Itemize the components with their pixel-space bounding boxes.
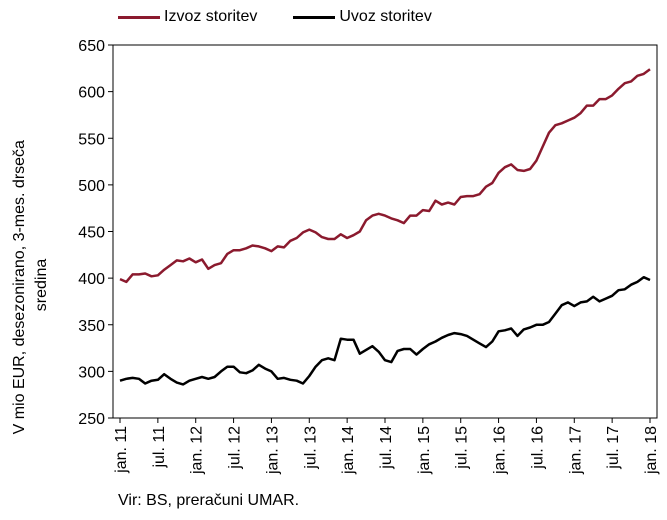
y-tick-label: 300 <box>78 364 105 381</box>
legend-label-izvoz: Izvoz storitev <box>164 8 258 25</box>
x-tick-label: jan. 15 <box>416 426 433 475</box>
series-line-uvoz <box>119 275 651 386</box>
x-tick-label: jan. 13 <box>264 426 281 475</box>
x-tick-label: jul. 14 <box>378 426 395 470</box>
x-tick-label: jul. 13 <box>302 426 319 470</box>
series-line-izvoz <box>119 68 651 284</box>
plot-frame <box>112 44 658 419</box>
x-tick-label: jan. 14 <box>340 426 357 475</box>
x-tick-label: jan. 12 <box>189 426 206 475</box>
x-tick-label: jul. 12 <box>227 426 244 470</box>
y-tick-label: 550 <box>78 131 105 148</box>
legend: Izvoz storitev Uvoz storitev <box>118 8 432 26</box>
y-tick-label: 600 <box>78 85 105 102</box>
x-tick-label: jul. 16 <box>529 426 546 470</box>
x-tick-label: jul. 15 <box>454 426 471 470</box>
x-tick-label: jul. 17 <box>605 426 622 470</box>
x-tick-label: jul. 11 <box>151 426 168 469</box>
y-axis-title: V mio EUR, desezonirano, 3-mes. drseča s… <box>11 136 50 435</box>
legend-item-uvoz: Uvoz storitev <box>293 8 432 26</box>
y-tick-label: 350 <box>78 318 105 335</box>
series-lines <box>119 68 651 386</box>
y-axis-title-line-1: V mio EUR, desezonirano, 3-mes. drseča <box>11 140 28 434</box>
legend-item-izvoz: Izvoz storitev <box>118 8 257 26</box>
x-tick-label: jan. 17 <box>567 426 584 475</box>
y-tick-label: 400 <box>78 271 105 288</box>
legend-swatch-izvoz <box>118 15 160 19</box>
x-tick-label: jan. 16 <box>492 426 509 475</box>
x-tick-label: jan. 18 <box>643 426 660 475</box>
y-tick-label: 450 <box>78 225 105 242</box>
y-tick-label: 650 <box>78 38 105 55</box>
legend-swatch-uvoz <box>293 15 336 19</box>
axes: 250 300 350 400 450 500 550 600 650 jan. 11 jul. 1… <box>78 38 660 475</box>
y-axis-title-line-2: sredina <box>33 259 50 312</box>
x-tick-label: jan. 11 <box>113 426 130 474</box>
legend-label-uvoz: Uvoz storitev <box>339 8 432 25</box>
y-tick-label: 250 <box>78 411 105 428</box>
source-note: Vir: BS, preračuni UMAR. <box>118 492 300 509</box>
y-tick-label: 500 <box>78 178 105 195</box>
